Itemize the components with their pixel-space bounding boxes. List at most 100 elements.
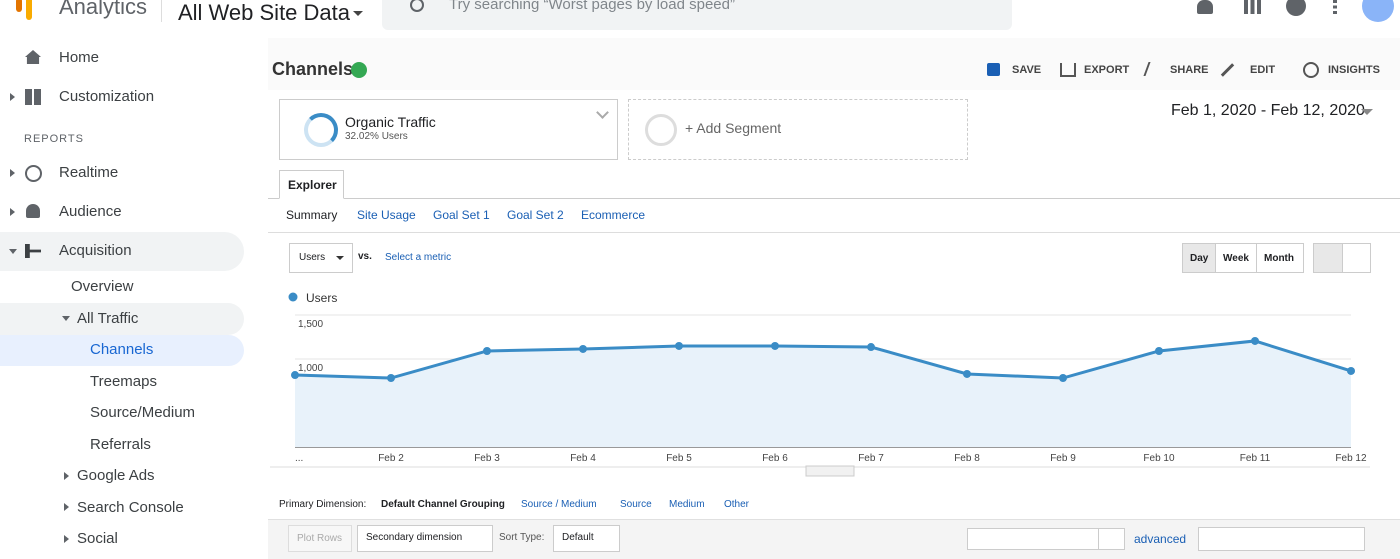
period-label: Day — [1190, 253, 1209, 264]
dimension-link[interactable]: Other — [724, 499, 750, 510]
nav-highlight — [0, 303, 244, 335]
point — [771, 341, 779, 350]
point — [867, 343, 875, 352]
segment-card[interactable]: Organic Traffic 32.02% Users — [279, 99, 618, 160]
x-tick-label: Feb 10 — [1143, 453, 1175, 464]
subtab[interactable]: Ecommerce — [581, 208, 646, 222]
x-tick-label: Feb 5 — [666, 453, 692, 464]
select-label: Secondary dimension — [366, 532, 463, 543]
plot-rows-button[interactable]: Plot Rows — [288, 525, 352, 552]
metric-select[interactable]: Users — [289, 243, 353, 273]
x-tick-label: Feb 12 — [1335, 453, 1367, 464]
subtab[interactable]: Site Usage — [357, 208, 416, 222]
x-tick-label: ... — [295, 453, 303, 464]
segment-ring — [304, 113, 338, 147]
point — [963, 369, 971, 378]
point — [675, 341, 683, 350]
property-selector[interactable]: All Web Site Data — [178, 0, 351, 25]
sort-select[interactable]: Default — [553, 525, 620, 552]
search-placeholder: Try searching “Worst pages by load speed… — [449, 0, 735, 13]
legend-marker — [288, 292, 298, 302]
y-tick-label: 1,000 — [298, 363, 323, 374]
action-button[interactable]: EDIT — [1250, 64, 1276, 76]
segment-name: Organic Traffic — [345, 114, 436, 130]
nav-item[interactable]: Acquisition — [59, 242, 132, 259]
dimension-link[interactable]: Source — [620, 499, 652, 510]
home-icon — [25, 50, 41, 64]
secondary-select[interactable]: Secondary dimension — [357, 525, 493, 552]
table-search[interactable] — [967, 528, 1125, 550]
sort-label: Sort Type: — [499, 532, 545, 543]
sidebar-arrows — [9, 93, 70, 543]
nav-item[interactable]: All Traffic — [77, 310, 139, 327]
y-tick-label: 1,500 — [298, 319, 323, 330]
point — [291, 371, 299, 380]
nav-item[interactable]: Search Console — [77, 499, 184, 516]
nav-item[interactable]: Overview — [71, 278, 134, 295]
action-button[interactable]: SAVE — [1012, 64, 1042, 76]
insights-icon — [1303, 62, 1319, 78]
logo-bar — [16, 0, 22, 12]
x-tick-label: Feb 11 — [1240, 453, 1271, 464]
segment-detail: 32.02% Users — [345, 131, 408, 142]
nav-item[interactable]: Referrals — [90, 436, 151, 453]
save-icon — [987, 63, 1000, 76]
date-arrow — [1361, 109, 1373, 115]
nav-item[interactable]: Social — [77, 530, 118, 547]
x-tick-label: Feb 4 — [570, 453, 596, 464]
chart-resize-handle[interactable] — [805, 465, 855, 477]
verified-icon — [351, 62, 367, 78]
tab[interactable]: Explorer — [279, 170, 344, 199]
select-metric[interactable]: Select a metric — [385, 252, 452, 263]
help-icon[interactable] — [1286, 0, 1306, 16]
point — [1059, 374, 1067, 383]
tab-label: Explorer — [288, 178, 337, 192]
nav-item[interactable]: Home — [59, 49, 100, 66]
primary-value: Default Channel Grouping — [381, 499, 505, 510]
period-button[interactable]: Month — [1256, 243, 1304, 273]
nav-item[interactable]: Treemaps — [90, 373, 157, 390]
action-button[interactable]: INSIGHTS — [1328, 64, 1380, 76]
advanced-link[interactable]: advanced — [1134, 532, 1187, 546]
nav-item-active[interactable]: Channels — [90, 341, 154, 358]
apps-icon[interactable] — [1244, 0, 1261, 14]
x-tick-label: Feb 8 — [954, 453, 980, 464]
arrows — [9, 93, 70, 543]
x-tick-label: Feb 9 — [1050, 453, 1076, 464]
nav-item[interactable]: Google Ads — [77, 467, 155, 484]
notifications-icon[interactable] — [1197, 0, 1213, 14]
primary-label: Primary Dimension: — [279, 499, 367, 510]
avatar[interactable] — [1362, 0, 1394, 22]
search-box[interactable]: Try searching “Worst pages by load speed… — [382, 0, 1012, 30]
sidebar: Home Customization REPORTS Realtime Audi… — [0, 38, 268, 558]
dimension-link[interactable]: Medium — [669, 499, 705, 510]
date-range[interactable]: Feb 1, 2020 - Feb 12, 2020 — [1171, 102, 1365, 119]
subtab[interactable]: Goal Set 2 — [507, 208, 564, 222]
dimension-link[interactable]: Source / Medium — [521, 499, 597, 510]
logo-bar — [26, 0, 32, 20]
nav-item[interactable]: Customization — [59, 88, 155, 105]
subtab[interactable]: Goal Set 1 — [433, 208, 490, 222]
nav-item[interactable]: Realtime — [59, 164, 119, 181]
more-icon[interactable] — [1333, 0, 1337, 14]
section-label: REPORTS — [24, 133, 84, 145]
legend-label: Users — [306, 291, 337, 305]
period-label: Month — [1264, 253, 1294, 264]
nav-item[interactable]: Audience — [59, 203, 122, 220]
nav-item[interactable]: Source/Medium — [90, 404, 196, 421]
subtab-active[interactable]: Summary — [286, 208, 338, 222]
view-toggle[interactable] — [1198, 527, 1365, 551]
action-button[interactable]: SHARE — [1170, 64, 1209, 76]
x-tick-label: Feb 6 — [762, 453, 788, 464]
dropdown-arrow — [353, 11, 363, 16]
add-segment[interactable]: + Add Segment — [628, 99, 968, 160]
chart-type-button[interactable] — [1342, 243, 1371, 273]
nav-active — [0, 335, 244, 366]
segment-ring — [645, 114, 677, 146]
top-bar: Analytics All Web Site Data Try searchin… — [0, 0, 1400, 38]
tab-line — [268, 198, 1400, 199]
point — [1347, 366, 1355, 375]
action-button[interactable]: EXPORT — [1084, 64, 1130, 76]
